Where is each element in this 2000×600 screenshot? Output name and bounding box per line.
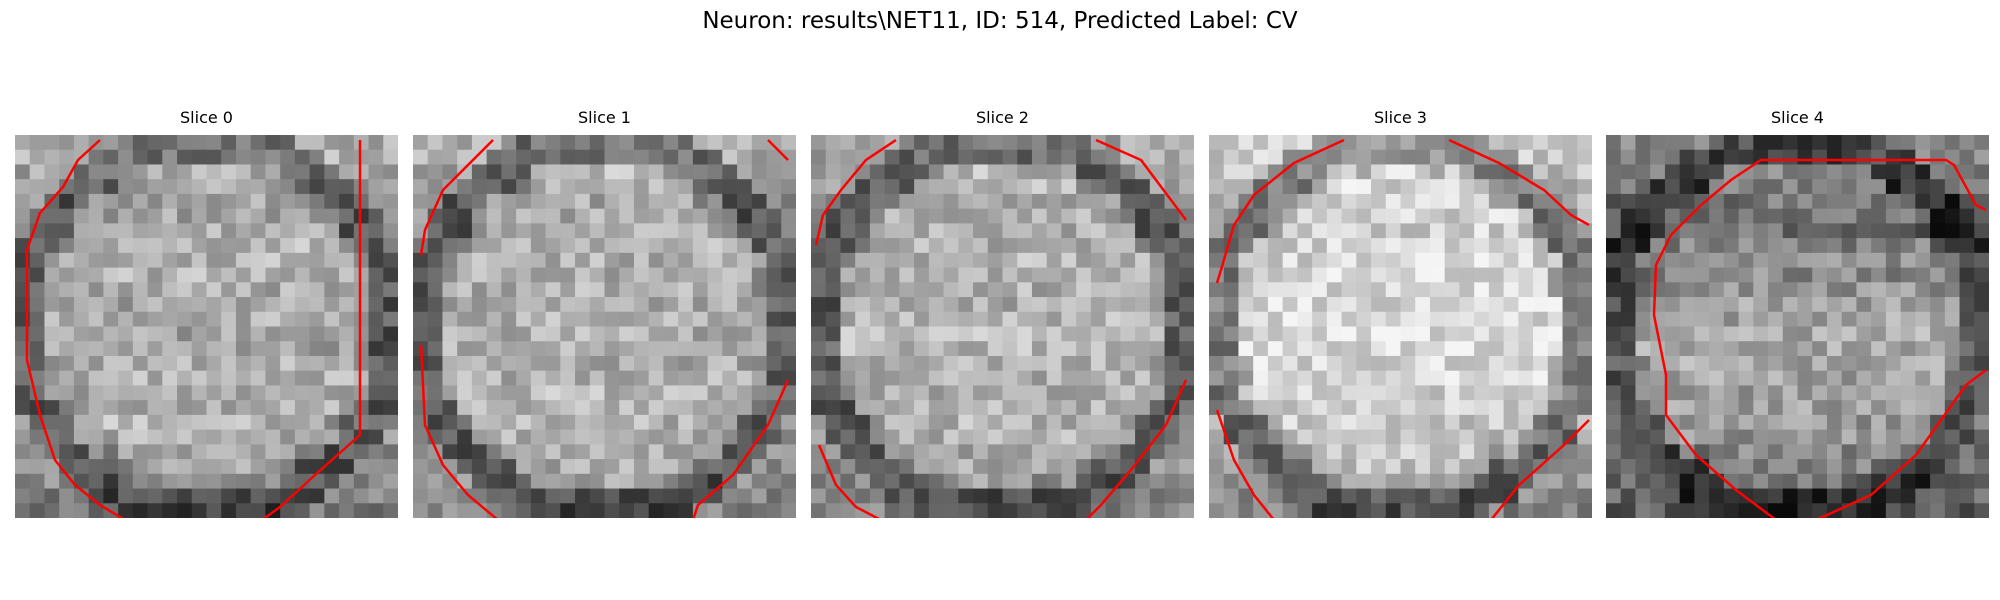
contour-line: [1086, 379, 1188, 518]
slice-image: [413, 135, 796, 518]
slice-image: [1606, 135, 1989, 518]
slice-image: [1209, 135, 1592, 518]
contour-line: [419, 139, 494, 256]
slice-panel-4: Slice 4: [1606, 108, 1989, 518]
contour-line: [1095, 138, 1187, 221]
contour-line: [1817, 369, 1987, 518]
contour-line: [767, 139, 789, 161]
slice-title: Slice 1: [578, 108, 631, 127]
slice-title: Slice 2: [976, 108, 1029, 127]
slice-panel-3: Slice 3: [1209, 108, 1592, 518]
contour-line: [817, 444, 880, 518]
figure-title: Neuron: results\NET11, ID: 514, Predicte…: [702, 8, 1298, 34]
contour-line: [419, 344, 498, 518]
contour-line: [1652, 158, 1987, 518]
slice-panel-0: Slice 0: [15, 108, 398, 518]
contour-line: [1215, 138, 1345, 284]
slice-title: Slice 0: [180, 108, 233, 127]
slice-title: Slice 4: [1771, 108, 1824, 127]
slice-image: [15, 135, 398, 518]
contour-line: [1490, 419, 1590, 518]
slice-title: Slice 3: [1374, 108, 1427, 127]
contour-line: [814, 138, 897, 246]
slice-panel-1: Slice 1: [413, 108, 796, 518]
contour-line: [692, 379, 790, 518]
contour-line: [1215, 409, 1275, 518]
contour-line: [262, 140, 362, 518]
contour-line: [1448, 138, 1590, 227]
slice-image: [811, 135, 1194, 518]
contour-line: [25, 139, 125, 518]
slice-panel-2: Slice 2: [811, 108, 1194, 518]
